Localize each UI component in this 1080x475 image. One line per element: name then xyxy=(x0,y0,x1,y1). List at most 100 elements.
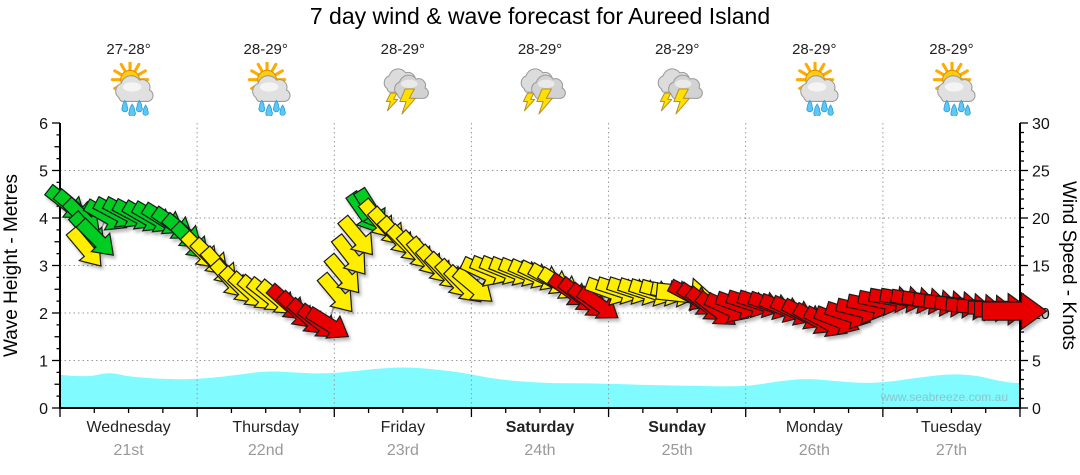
day-name-label: Saturday xyxy=(506,419,575,436)
raindrop xyxy=(279,104,286,116)
wave-height-area xyxy=(60,367,1020,408)
sun-ray xyxy=(112,69,123,77)
sun-ray xyxy=(136,69,147,77)
raindrop xyxy=(821,99,829,113)
cloud-highlight xyxy=(122,82,142,92)
day-date-label: 21st xyxy=(113,442,144,459)
cloud-highlight xyxy=(537,79,555,88)
temperature-label: 28-29° xyxy=(517,41,563,58)
raindrop xyxy=(950,103,959,116)
day-name-label: Sunday xyxy=(648,419,706,436)
sun-ray xyxy=(132,62,140,73)
lightning-bolt-small xyxy=(660,92,673,112)
right-tick-label: 25 xyxy=(1032,163,1050,180)
raindrop xyxy=(128,103,136,116)
raindrop xyxy=(827,104,834,116)
day-date-label: 26th xyxy=(799,442,830,459)
day-name-label: Thursday xyxy=(232,419,299,436)
sun-ray xyxy=(818,62,826,73)
sun-cloud-rain-icon xyxy=(110,62,154,116)
sun-ray xyxy=(273,69,284,77)
sun-ray xyxy=(955,62,963,73)
sun-ray xyxy=(935,69,946,77)
watermark: www.seabreeze.com.au xyxy=(880,390,1008,404)
sun-ray xyxy=(270,62,278,73)
wind-arrow xyxy=(305,305,350,339)
cloud-highlight xyxy=(808,82,827,92)
left-tick-label: 2 xyxy=(39,306,48,323)
wind-arrow xyxy=(330,233,366,275)
temperature-label: 28-29° xyxy=(929,41,974,58)
wind-arrow xyxy=(451,265,493,302)
raindrop xyxy=(121,99,128,113)
sun-ray xyxy=(822,69,833,77)
sun-ray xyxy=(256,62,264,73)
sun-ray xyxy=(119,62,127,73)
sun-ray xyxy=(942,62,950,73)
temperature-label: 28-29° xyxy=(243,41,288,58)
thunderstorm-icon xyxy=(383,68,429,115)
day-date-label: 22nd xyxy=(248,442,284,459)
wind-arrow xyxy=(323,252,360,294)
raindrop xyxy=(806,99,814,113)
cloud-highlight xyxy=(259,82,279,92)
sun-ray xyxy=(804,62,812,73)
right-tick-label: 15 xyxy=(1032,258,1050,275)
wind-arrow xyxy=(575,285,619,319)
raindrop xyxy=(272,99,280,113)
raindrop xyxy=(142,104,149,116)
day-date-label: 25th xyxy=(662,442,693,459)
day-name-label: Monday xyxy=(786,419,843,436)
wind-arrow xyxy=(336,214,374,256)
raindrop xyxy=(258,99,265,113)
raindrop xyxy=(943,99,951,113)
day-name-label: Wednesday xyxy=(86,419,170,436)
lightning-bolt xyxy=(399,88,416,115)
left-tick-label: 4 xyxy=(39,211,48,228)
cloud-highlight xyxy=(675,79,692,88)
temperature-label: 28-29° xyxy=(654,41,700,58)
raindrop xyxy=(813,103,822,116)
right-tick-label: 5 xyxy=(1032,353,1041,370)
lightning-bolt-small xyxy=(522,92,536,112)
wind-arrow xyxy=(981,291,1048,331)
page-title: 7 day wind & wave forecast for Aureed Is… xyxy=(309,3,771,29)
temperature-label: 28-29° xyxy=(380,41,426,58)
left-tick-label: 0 xyxy=(39,401,48,418)
sun-ray xyxy=(959,69,970,77)
left-tick-label: 6 xyxy=(39,116,48,133)
wind-arrow xyxy=(75,217,115,256)
day-date-label: 24th xyxy=(524,442,555,459)
right-tick-label: 0 xyxy=(1032,401,1041,418)
left-axis-title: Wave Height - Metres xyxy=(1,174,22,357)
day-name-label: Tuesday xyxy=(921,419,982,436)
thunderstorm-icon xyxy=(520,68,566,115)
sun-cloud-rain-icon xyxy=(796,62,839,116)
lightning-bolt-small xyxy=(385,92,399,112)
sun-ray xyxy=(798,69,809,77)
day-name-label: Friday xyxy=(381,419,425,436)
lightning-bolt xyxy=(673,88,691,115)
sun-cloud-rain-icon xyxy=(933,62,976,116)
left-tick-label: 1 xyxy=(39,353,48,370)
right-tick-label: 30 xyxy=(1032,116,1050,133)
thunderstorm-icon xyxy=(657,68,703,115)
right-tick-label: 20 xyxy=(1032,211,1050,228)
lightning-bolt xyxy=(536,88,553,115)
sun-cloud-rain-icon xyxy=(247,62,291,116)
day-date-label: 27th xyxy=(936,442,967,459)
raindrop xyxy=(265,103,273,116)
wind-arrow xyxy=(316,271,353,313)
day-labels: Wednesday 21st Thursday 22nd Friday 23rd Satur… xyxy=(86,419,981,459)
left-tick-label: 3 xyxy=(39,258,48,275)
cloud-highlight xyxy=(400,79,418,88)
temperature-label: 28-29° xyxy=(792,41,837,58)
raindrop xyxy=(964,104,972,116)
wind-arrows-layer xyxy=(43,183,1048,339)
cloud-highlight xyxy=(945,82,964,92)
right-axis-title: Wind Speed - Knots xyxy=(1058,181,1079,350)
ticks-layer xyxy=(52,122,1028,417)
left-tick-label: 5 xyxy=(39,163,48,180)
